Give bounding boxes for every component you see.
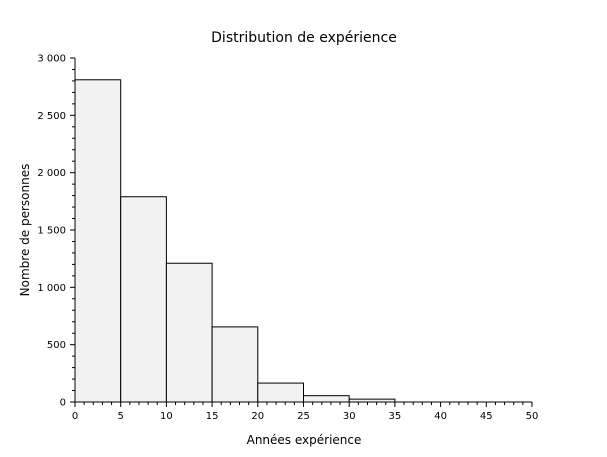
x-tick-label: 35 <box>389 411 402 422</box>
x-tick-label: 50 <box>526 411 539 422</box>
x-tick-label: 0 <box>72 411 78 422</box>
histogram-bar-1 <box>74 79 122 403</box>
x-tick-label: 45 <box>480 411 493 422</box>
y-tick-label: 3 000 <box>37 54 66 65</box>
y-tick-label: 0 <box>60 398 66 409</box>
histogram-bar-2 <box>120 196 167 403</box>
x-tick-label: 5 <box>118 411 124 422</box>
y-tick-label: 1 000 <box>37 283 66 294</box>
histogram-bar-4 <box>211 326 259 403</box>
y-tick-label: 2 500 <box>37 111 66 122</box>
x-tick-label: 40 <box>434 411 447 422</box>
x-tick-label: 20 <box>251 411 264 422</box>
x-tick-label: 25 <box>297 411 310 422</box>
bars-group <box>74 79 396 403</box>
histogram-bar-6 <box>303 395 350 403</box>
chart-title: Distribution de expérience <box>211 30 397 46</box>
histogram-bar-5 <box>257 382 304 403</box>
x-tick-label: 30 <box>343 411 356 422</box>
y-tick-label: 2 000 <box>37 168 66 179</box>
y-tick-label: 500 <box>47 340 66 351</box>
y-axis-label: Nombre de personnes <box>18 164 32 297</box>
histogram-bar-3 <box>165 262 213 403</box>
x-tick-label: 10 <box>160 411 173 422</box>
x-axis-label: Années expérience <box>247 433 362 447</box>
y-tick-label: 1 500 <box>37 226 66 237</box>
x-tick-label: 15 <box>206 411 219 422</box>
